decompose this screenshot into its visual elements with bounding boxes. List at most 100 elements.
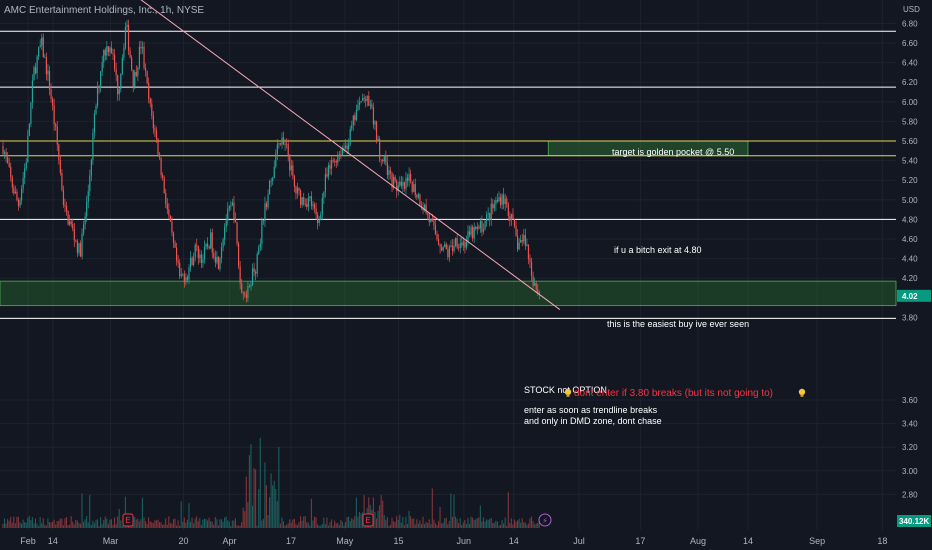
- candle-body: [399, 181, 401, 186]
- volume-bar: [317, 524, 319, 528]
- volume-bar: [168, 516, 170, 528]
- volume-bar: [357, 516, 359, 528]
- volume-bar: [213, 524, 215, 528]
- candle-body: [191, 257, 193, 266]
- candle-body: [101, 62, 103, 72]
- event-markers[interactable]: E E ⚡: [122, 513, 552, 527]
- candle-body: [50, 89, 52, 99]
- volume-bar: [48, 522, 50, 528]
- candle-body: [512, 213, 514, 220]
- candle-body: [73, 228, 75, 241]
- candle-body: [326, 174, 328, 177]
- candle-body: [228, 206, 230, 209]
- volume-bar: [120, 520, 122, 528]
- price-axis[interactable]: 6.80 6.60 6.40 6.20 6.00 5.80 5.60 5.40 5.20 5.00…: [897, 19, 931, 527]
- candle-body: [403, 182, 406, 189]
- candle-body: [137, 67, 139, 76]
- candle-body: [424, 204, 426, 211]
- volume-bar: [303, 516, 305, 528]
- candle-body: [532, 275, 534, 286]
- candle-body: [527, 244, 530, 259]
- volume-bar: [382, 500, 384, 528]
- candle-body: [472, 227, 474, 239]
- candle-body: [121, 57, 123, 74]
- candle-body: [499, 197, 502, 205]
- volume-bar: [79, 523, 81, 528]
- candle-body: [365, 99, 367, 101]
- volume-bar: [117, 516, 119, 528]
- candle-body: [344, 145, 347, 148]
- candle-body: [247, 286, 249, 298]
- volume-bar: [245, 476, 247, 528]
- time-tick-label: May: [336, 536, 354, 546]
- candle-body: [385, 155, 387, 163]
- candle-body: [287, 144, 289, 157]
- volume-bar: [320, 525, 322, 528]
- volume-bar: [338, 524, 340, 528]
- time-tick-label: Jun: [457, 536, 472, 546]
- volume-bar: [52, 521, 54, 528]
- volume-bar: [264, 462, 266, 528]
- candle-body: [5, 152, 7, 157]
- candle-body: [81, 233, 83, 257]
- volume-bar: [238, 525, 240, 528]
- volume-bar: [158, 522, 161, 528]
- volume-bar: [185, 522, 187, 528]
- time-tick-label: Aug: [690, 536, 706, 546]
- volume-bar: [352, 519, 354, 528]
- candle-body: [104, 49, 106, 56]
- volume-bar: [515, 521, 517, 528]
- candle-body: [264, 203, 266, 221]
- volume-bar: [231, 520, 233, 528]
- candle-body: [234, 218, 237, 223]
- price-tick-label: 6.20: [902, 78, 918, 87]
- candle-body: [444, 244, 446, 248]
- volume-bar: [335, 523, 337, 528]
- volume-bar: [307, 522, 309, 528]
- time-axis[interactable]: Feb 14 Mar 20 Apr 17 May 15 Jun 14 Jul 17 Aug 14 Sep 18: [20, 536, 887, 546]
- price-tick-label: 6.80: [902, 19, 918, 28]
- time-tick-label: Sep: [809, 536, 825, 546]
- volume-bar: [16, 516, 18, 528]
- candle-body: [261, 220, 263, 244]
- volume-bar: [419, 520, 421, 528]
- volume-bar: [101, 524, 103, 528]
- candle-body: [507, 204, 509, 217]
- candle-body: [53, 105, 55, 124]
- candle-body: [72, 224, 74, 229]
- candle-body: [284, 143, 286, 145]
- candle-body: [245, 294, 247, 298]
- candle-body: [484, 220, 486, 230]
- volume-bar: [383, 515, 385, 528]
- volume-bar: [61, 518, 63, 528]
- volume-bar: [225, 516, 227, 528]
- candle-body: [478, 226, 480, 229]
- volume-bar: [114, 517, 116, 528]
- volume-bar: [241, 522, 243, 528]
- candle-body: [160, 157, 162, 176]
- candle-body: [520, 240, 522, 243]
- candle-body: [124, 27, 127, 48]
- volume-bar: [230, 525, 232, 528]
- volume-bar: [530, 516, 533, 528]
- candle-body: [416, 195, 418, 198]
- candle-body: [400, 181, 402, 186]
- trendline[interactable]: [107, 0, 561, 310]
- price-tick-label: 4.40: [902, 255, 918, 264]
- candle-body: [180, 274, 182, 277]
- candle-body: [408, 173, 410, 182]
- volume-bar: [414, 524, 416, 528]
- demand-zone: [0, 280, 897, 307]
- volume-bar: [380, 494, 382, 528]
- volume-bar: [154, 520, 156, 528]
- candle-body: [151, 103, 153, 116]
- volume-bar: [261, 520, 263, 528]
- volume-bar: [67, 525, 69, 528]
- candle-body: [179, 263, 181, 277]
- price-tick-label: 6.40: [902, 59, 918, 68]
- candle-body: [33, 67, 35, 81]
- volume-bar: [393, 521, 395, 528]
- volume-bar: [148, 517, 150, 528]
- volume-bar: [21, 523, 23, 528]
